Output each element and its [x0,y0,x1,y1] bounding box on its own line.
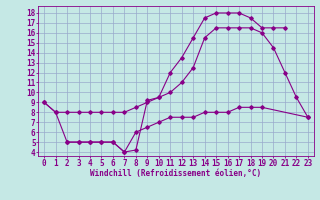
X-axis label: Windchill (Refroidissement éolien,°C): Windchill (Refroidissement éolien,°C) [91,169,261,178]
